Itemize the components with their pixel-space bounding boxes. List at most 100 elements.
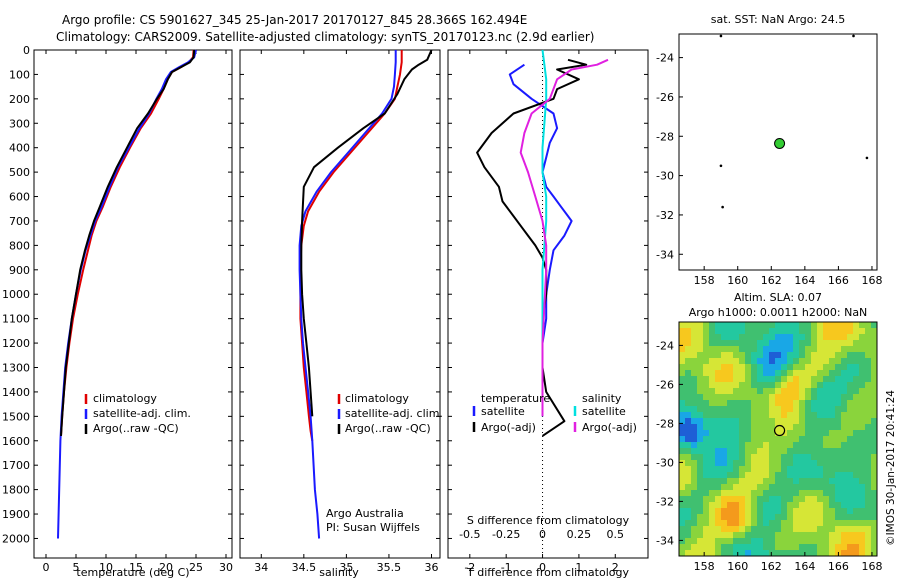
sla-cell: [721, 406, 728, 413]
sla-cell: [733, 532, 740, 539]
lon-tick-label: 160: [727, 274, 748, 287]
sla-cell: [829, 544, 836, 551]
sla-cell: [679, 346, 686, 353]
x-tick-label: 15: [129, 561, 143, 574]
sla-cell: [751, 430, 758, 437]
sla-cell: [757, 478, 764, 485]
sla-cell: [799, 430, 806, 437]
sla-cell: [769, 478, 776, 485]
sla-cell: [691, 454, 698, 461]
sla-cell: [799, 490, 806, 497]
sla-cell: [829, 358, 836, 365]
sla-cell: [709, 340, 716, 347]
sla-cell: [793, 406, 800, 413]
sla-cell: [829, 448, 836, 455]
sla-cell: [775, 448, 782, 455]
x-tick-label: 25: [189, 561, 203, 574]
sla-cell: [697, 502, 704, 509]
sla-cell: [859, 550, 866, 556]
lon-tick-label: 162: [761, 274, 782, 287]
sla-cell: [835, 334, 842, 341]
x-tick-label: 36: [424, 561, 438, 574]
sla-cell: [745, 376, 752, 383]
sla-cell: [733, 352, 740, 359]
sla-cell: [751, 502, 758, 509]
sla-cell: [871, 454, 877, 461]
sla-cell: [853, 340, 860, 347]
sla-cell: [823, 490, 830, 497]
sla-cell: [823, 412, 830, 419]
sla-cell: [811, 472, 818, 479]
sla-cell: [733, 406, 740, 413]
sla-cell: [847, 340, 854, 347]
sla-cell: [733, 364, 740, 371]
sla-cell: [733, 502, 740, 509]
sla-cell: [865, 490, 872, 497]
sla-cell: [811, 478, 818, 485]
sla-cell: [775, 544, 782, 551]
sla-cell: [871, 406, 877, 413]
sla-cell: [721, 424, 728, 431]
sla-cell: [709, 502, 716, 509]
sla-cell: [835, 412, 842, 419]
sla-cell: [691, 424, 698, 431]
sla-cell: [811, 430, 818, 437]
sla-cell: [703, 340, 710, 347]
sla-cell: [691, 550, 698, 556]
sla-cell: [805, 376, 812, 383]
sla-cell: [715, 514, 722, 521]
sla-cell: [733, 436, 740, 443]
sla-cell: [709, 394, 716, 401]
sla-cell: [859, 346, 866, 353]
sla-cell: [739, 544, 746, 551]
sla-cell: [691, 334, 698, 341]
sla-cell: [721, 388, 728, 395]
legend-temperature-header: temperature: [481, 392, 550, 405]
sla-cell: [859, 484, 866, 491]
sla-cell: [697, 322, 704, 329]
sla-cell: [721, 526, 728, 533]
sla-cell: [739, 442, 746, 449]
sla-cell: [847, 460, 854, 467]
x-tick-label: 20: [159, 561, 173, 574]
sla-cell: [781, 418, 788, 425]
sla-cell: [721, 394, 728, 401]
sla-cell: [853, 484, 860, 491]
series-satellite-adj-clim: [298, 50, 397, 539]
sla-cell: [823, 334, 830, 341]
sla-cell: [829, 346, 836, 353]
sla-cell: [763, 478, 770, 485]
sla-cell: [775, 322, 782, 329]
sla-cell: [697, 334, 704, 341]
sla-cell: [841, 406, 848, 413]
lat-tick-label: -28: [656, 417, 674, 430]
sla-cell: [853, 448, 860, 455]
sla-cell: [793, 388, 800, 395]
sla-cell: [799, 340, 806, 347]
sla-cell: [685, 346, 692, 353]
sla-cell: [829, 490, 836, 497]
sla-cell: [841, 520, 848, 527]
sla-cell: [715, 496, 722, 503]
sla-cell: [727, 394, 734, 401]
sla-cell: [691, 436, 698, 443]
sla-cell: [733, 376, 740, 383]
sla-cell: [769, 508, 776, 515]
sla-cell: [697, 460, 704, 467]
sla-cell: [793, 394, 800, 401]
sla-cell: [793, 496, 800, 503]
sla-cell: [763, 436, 770, 443]
sla-cell: [793, 532, 800, 539]
sla-cell: [865, 442, 872, 449]
sla-cell: [853, 358, 860, 365]
sla-cell: [691, 490, 698, 497]
sla-cell: [703, 376, 710, 383]
sla-cell: [709, 442, 716, 449]
sla-cell: [763, 394, 770, 401]
sla-cell: [787, 358, 794, 365]
sla-cell: [805, 340, 812, 347]
sla-cell: [829, 472, 836, 479]
sla-cell: [823, 376, 830, 383]
sla-cell: [847, 376, 854, 383]
sla-cell: [793, 502, 800, 509]
